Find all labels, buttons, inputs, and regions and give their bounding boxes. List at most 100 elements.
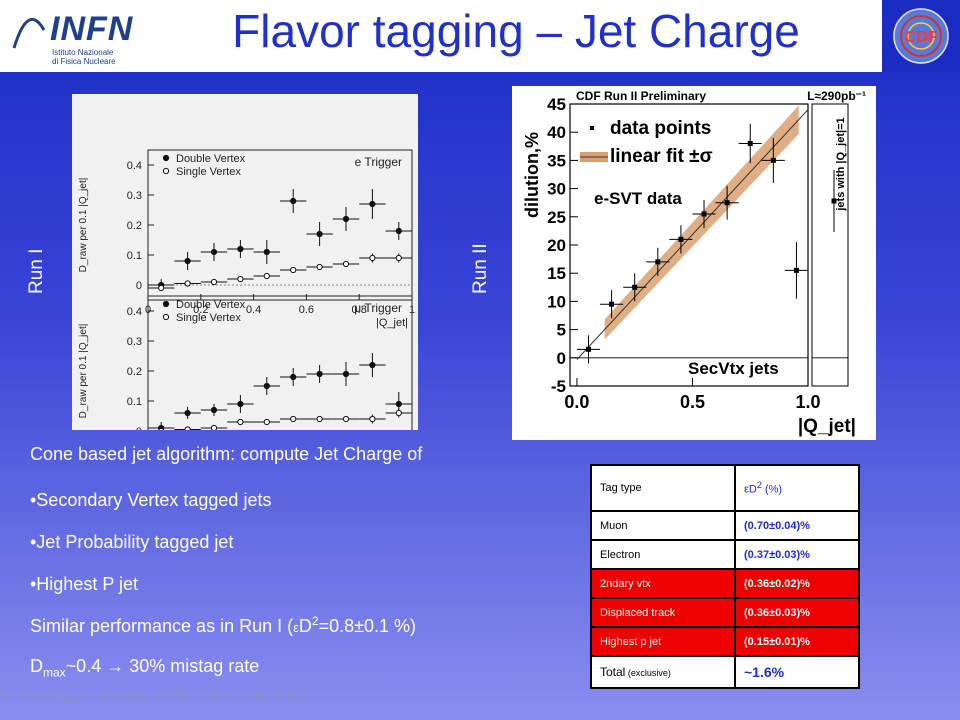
double-vertex-point xyxy=(184,257,191,265)
title-bar: Flavor tagging – Jet Charge xyxy=(150,0,882,72)
single-vertex-point xyxy=(210,424,218,432)
fit-line xyxy=(576,109,809,360)
table-header-value: εD2 (%) xyxy=(734,464,860,512)
y-tick-label: 0.2 xyxy=(127,366,142,378)
data-point xyxy=(609,301,615,307)
x-tick-label: 1.0 xyxy=(795,392,820,412)
y-tick-label: 0.3 xyxy=(127,190,142,202)
table-row-highlighted: Displaced track (0.36±0.03)% xyxy=(590,597,860,628)
fit-band xyxy=(604,105,799,340)
single-vertex-point xyxy=(210,278,218,286)
single-vertex-point xyxy=(342,260,350,268)
y-tick-label: 40 xyxy=(547,123,566,142)
dmax-end: 30% mistag rate xyxy=(124,656,260,676)
data-point xyxy=(655,259,661,265)
x-axis-label: |Q_jet| xyxy=(376,317,408,329)
legend-marker xyxy=(590,126,594,130)
legend-label: Single Vertex xyxy=(176,312,241,324)
single-vertex-point xyxy=(158,284,165,292)
annotation-jets: SecVtx jets xyxy=(688,359,779,378)
infn-arc-icon xyxy=(12,18,46,49)
single-vertex-point xyxy=(158,427,165,435)
y-axis-label: dilution,% xyxy=(522,132,542,218)
tagging-performance-table: Tag type εD2 (%) Muon (0.70±0.04)% Elect… xyxy=(590,464,860,689)
double-vertex-point xyxy=(316,370,323,378)
row-value: (0.70±0.04)% xyxy=(734,510,860,541)
single-vertex-point xyxy=(342,415,350,423)
double-vertex-point xyxy=(210,248,218,256)
double-vertex-point xyxy=(210,406,218,414)
legend-label: Double Vertex xyxy=(176,299,246,311)
table-row: Electron (0.37±0.03)% xyxy=(590,539,860,570)
row-type: 2ndary vtx xyxy=(590,568,736,599)
double-vertex-point xyxy=(369,361,376,369)
infn-logo: INFN Istituto Nazionale di Fisica Nuclea… xyxy=(0,0,150,72)
cdf-logo-icon: CDF xyxy=(893,8,949,64)
table-total-row: Total (exclusive) ~1.6% xyxy=(590,655,860,689)
single-vertex-point xyxy=(184,280,191,287)
y-axis-label: D_raw per 0.1 |Q_jet| xyxy=(78,324,89,419)
y-tick-label: 25 xyxy=(547,208,566,227)
y-tick-label: 10 xyxy=(547,292,566,311)
single-vertex-point xyxy=(316,263,323,271)
y-tick-label: 0.1 xyxy=(127,250,142,262)
double-vertex-point xyxy=(395,227,402,235)
luminosity-label: L≈290pb⁻¹ xyxy=(807,89,866,103)
trigger-label: e Trigger xyxy=(355,155,402,169)
run2-plot-svg: -5 0 5 10 15 20 25 30 35 40 45 0.0 0.5 1.0 |Q_jet| dilu… xyxy=(522,89,866,437)
single-vertex-point xyxy=(290,266,297,274)
bullet-jet-probability: •Jet Probability tagged jet xyxy=(30,532,234,552)
single-vertex-point xyxy=(263,418,270,426)
single-vertex-point xyxy=(290,415,297,423)
dmax-sub: max xyxy=(43,665,66,680)
double-vertex-point xyxy=(184,409,191,417)
y-tick-label: 15 xyxy=(547,264,566,283)
q1-side-label: jets with |Q_jet|=1 xyxy=(835,117,847,211)
similar-performance-line: Similar performance as in Run I (εD2=0.8… xyxy=(30,614,416,637)
double-vertex-point xyxy=(263,382,270,390)
single-vertex-point xyxy=(184,426,191,433)
single-vertex-point xyxy=(395,409,402,417)
total-value: ~1.6% xyxy=(734,655,860,689)
y-tick-label: 20 xyxy=(547,236,566,255)
data-point xyxy=(632,284,638,290)
table-row-highlighted: 2ndary vtx (0.36±0.02)% xyxy=(590,568,860,599)
single-vertex-point xyxy=(395,254,402,262)
data-point xyxy=(793,267,799,273)
cdf-logo-text: CDF xyxy=(905,29,938,46)
x-tick-label: 0.5 xyxy=(680,392,705,412)
y-tick-label: 0.3 xyxy=(127,336,142,348)
legend-label: data points xyxy=(610,118,711,139)
row-value: (0.36±0.03)% xyxy=(734,597,860,628)
q1-frame xyxy=(811,103,849,387)
double-vertex-point xyxy=(237,245,244,253)
y-tick-label: 0 xyxy=(136,280,142,292)
total-label-small: (exclusive) xyxy=(625,668,671,678)
x-tick-label: 0.4 xyxy=(246,304,261,316)
y-tick-label: 0 xyxy=(136,426,142,430)
data-point xyxy=(747,140,753,146)
single-vertex-point xyxy=(263,272,270,280)
x-axis-label: |Q_jet| xyxy=(798,416,856,437)
single-vertex-point xyxy=(369,415,376,423)
single-vertex-point xyxy=(316,415,323,423)
row-value: (0.36±0.02)% xyxy=(734,568,860,599)
table-header-type: Tag type xyxy=(590,464,736,512)
y-tick-label: 0.1 xyxy=(127,396,142,408)
run1-plots: 0 0.1 0.2 0.3 0.4 0 0.2 0.4 0.6 0.8 1 |Q_jet| D_raw … xyxy=(72,94,418,475)
total-label: Total (exclusive) xyxy=(590,655,736,689)
similar-suffix: =0.8±0.1 %) xyxy=(318,616,417,636)
data-point xyxy=(770,157,776,163)
row-type: Highest p jet xyxy=(590,626,736,657)
data-point xyxy=(678,236,684,242)
similar-prefix: Similar performance as in Run I ( xyxy=(30,616,294,636)
table-header-value-rest: (%) xyxy=(761,483,783,496)
similar-sup: 2 xyxy=(311,614,319,628)
dmax-line: Dmax~0.4 → 30% mistag rate xyxy=(30,656,259,680)
row-value: (0.37±0.03)% xyxy=(734,539,860,570)
double-vertex-point xyxy=(237,400,244,408)
row-type: Electron xyxy=(590,539,736,570)
single-vertex-point xyxy=(369,254,376,262)
y-tick-label: 0 xyxy=(557,349,566,368)
arrow-icon: → xyxy=(106,656,125,676)
